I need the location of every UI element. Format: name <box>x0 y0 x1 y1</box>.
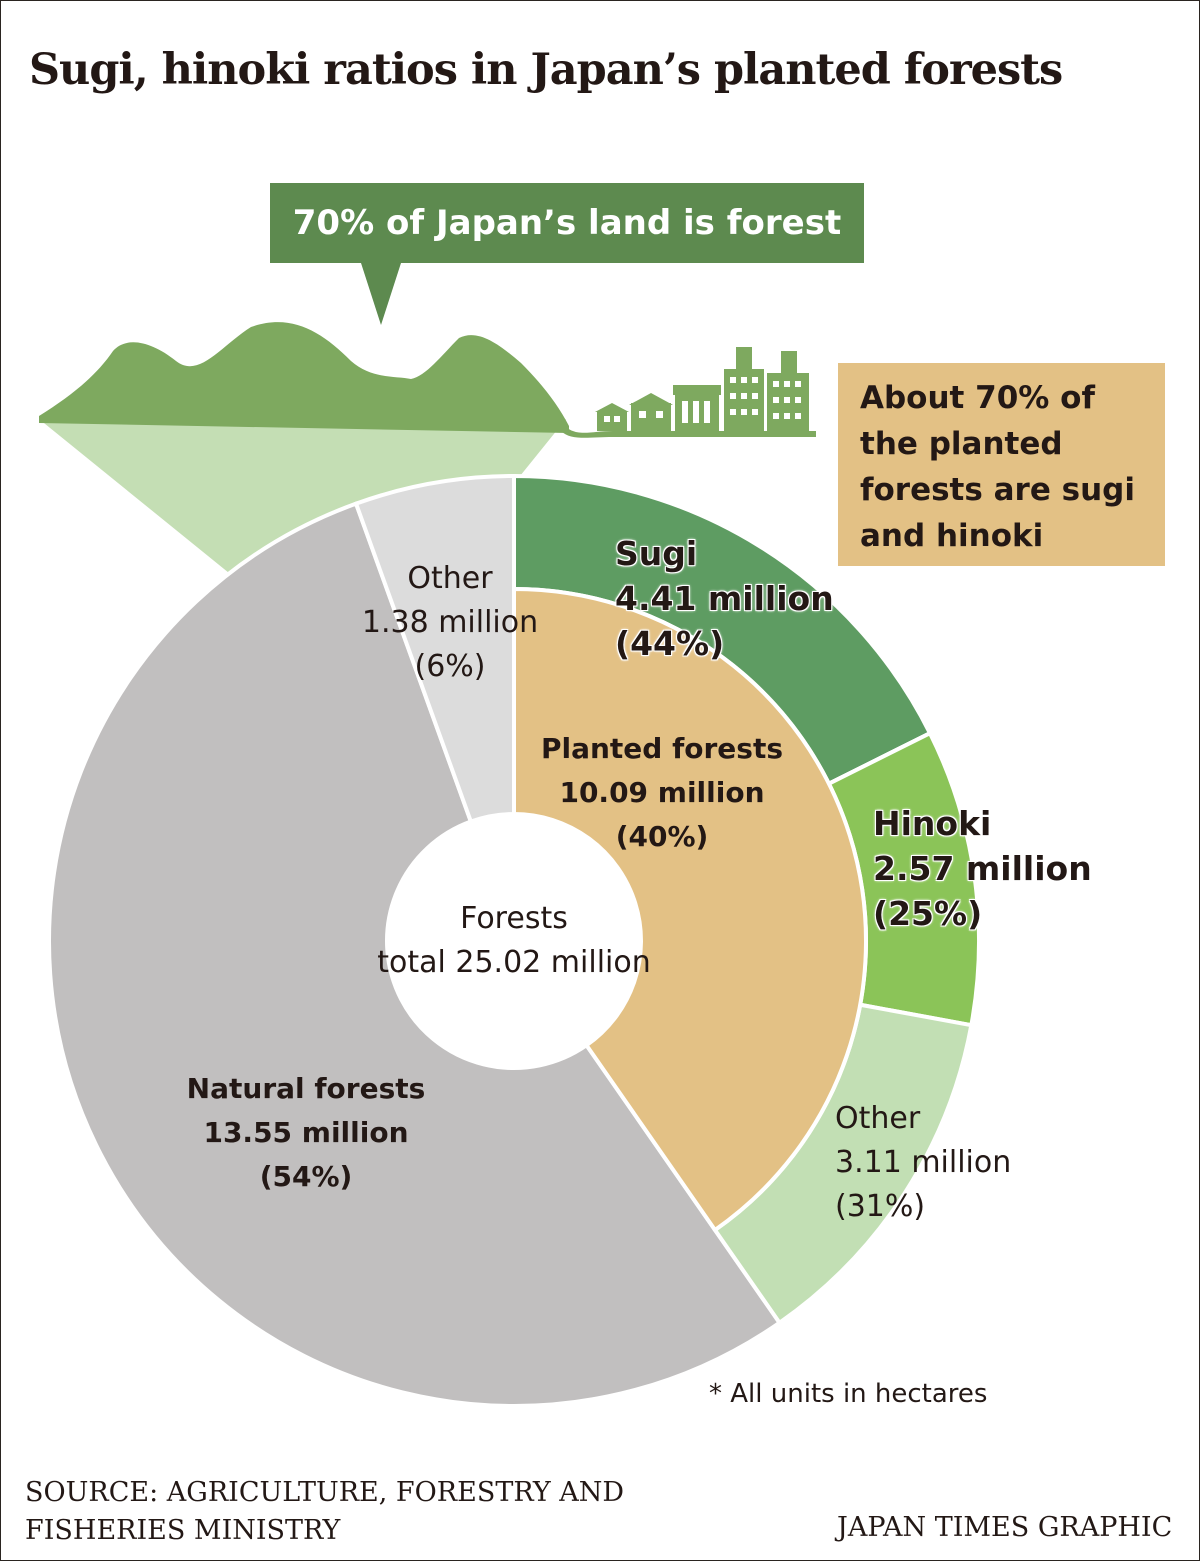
hinoki-name: Hinoki <box>873 804 992 843</box>
sugi-value: 4.41 million <box>615 579 834 618</box>
chart-title: Sugi, hinoki ratios in Japan’s planted f… <box>29 45 1063 95</box>
landscape-illustration <box>39 263 816 573</box>
natural-forests-label: Natural forests 13.55 million (54%) <box>171 1067 441 1199</box>
forest-callout: 70% of Japan’s land is forest <box>270 183 864 263</box>
natural-forests-name: Natural forests <box>186 1072 426 1105</box>
callout-pointer <box>361 263 401 325</box>
hinoki-pct: (25%) <box>873 894 983 933</box>
note-line: About 70% of <box>860 380 1095 416</box>
note-line: the planted <box>860 426 1063 462</box>
hinoki-label: Hinoki 2.57 million (25%) <box>873 801 1092 936</box>
sugi-name: Sugi <box>615 534 698 573</box>
center-label: Forests total 25.02 million <box>361 897 667 985</box>
planted-other-name: Other <box>835 1101 921 1136</box>
center-label-line: total 25.02 million <box>377 945 651 980</box>
other-forests-label: Other 1.38 million (6%) <box>353 557 547 689</box>
note-line: and hinoki <box>860 518 1044 554</box>
planted-forests-slice <box>512 586 868 1233</box>
natural-forests-value: 13.55 million <box>203 1116 409 1149</box>
source-line: FISHERIES MINISTRY <box>25 1515 341 1546</box>
land-wedge <box>39 419 566 573</box>
planted-forests-value: 10.09 million <box>559 776 765 809</box>
planted-forests-pct: (40%) <box>615 820 709 853</box>
sugi-label: Sugi 4.41 million (44%) <box>615 531 834 666</box>
planted-other-value: 3.11 million <box>835 1145 1012 1180</box>
window-grid <box>604 377 801 423</box>
note-box: About 70% of the planted forests are sug… <box>838 363 1165 566</box>
sunburst-chart <box>46 473 981 1408</box>
hinoki-value: 2.57 million <box>873 849 1092 888</box>
other-forests-value: 1.38 million <box>361 605 539 640</box>
source-line: SOURCE: AGRICULTURE, FORESTRY AND <box>25 1477 625 1508</box>
natural-forests-pct: (54%) <box>259 1160 353 1193</box>
natural-forests-slice <box>46 501 783 1408</box>
planted-other-label: Other 3.11 million (31%) <box>835 1097 1011 1229</box>
units-footnote: * All units in hectares <box>709 1379 988 1409</box>
graphic-credit: JAPAN TIMES GRAPHIC <box>837 1512 1173 1543</box>
mountain-range-illustration <box>39 322 569 433</box>
other-forests-pct: (6%) <box>414 649 486 684</box>
sugi-pct: (44%) <box>615 624 725 663</box>
planted-forests-name: Planted forests <box>540 732 784 765</box>
note-line: forests are sugi <box>860 472 1135 508</box>
planted-forests-label: Planted forests 10.09 million (40%) <box>521 727 803 859</box>
valley-ground <box>561 421 816 438</box>
other-forests-name: Other <box>407 561 493 596</box>
center-label-line: Forests <box>460 901 568 936</box>
source-note: SOURCE: AGRICULTURE, FORESTRY AND FISHER… <box>25 1474 624 1550</box>
planted-other-pct: (31%) <box>835 1189 926 1224</box>
center-hole <box>389 816 639 1066</box>
